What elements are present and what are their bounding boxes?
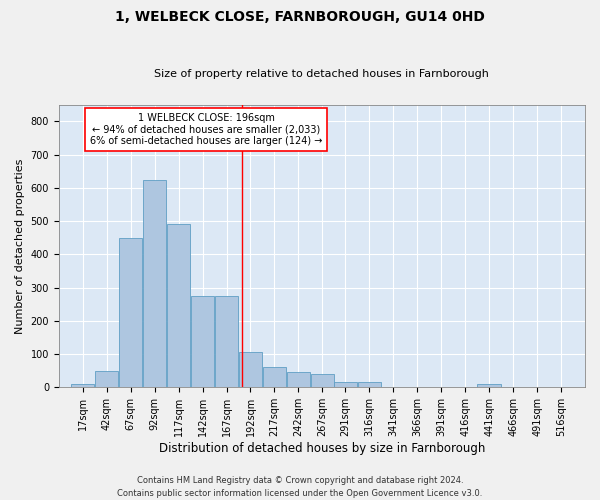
Text: Contains HM Land Registry data © Crown copyright and database right 2024.
Contai: Contains HM Land Registry data © Crown c… [118, 476, 482, 498]
Bar [263, 368, 286, 388]
Bar [478, 384, 501, 388]
Bar [311, 374, 334, 388]
Bar [167, 224, 190, 388]
Bar [119, 238, 142, 388]
Bar [334, 382, 357, 388]
Y-axis label: Number of detached properties: Number of detached properties [15, 158, 25, 334]
Bar [287, 372, 310, 388]
Text: 1 WELBECK CLOSE: 196sqm
← 94% of detached houses are smaller (2,033)
6% of semi-: 1 WELBECK CLOSE: 196sqm ← 94% of detache… [90, 114, 322, 146]
Bar [239, 352, 262, 388]
Bar [191, 296, 214, 388]
Bar [95, 370, 118, 388]
Bar [143, 180, 166, 388]
Text: 1, WELBECK CLOSE, FARNBOROUGH, GU14 0HD: 1, WELBECK CLOSE, FARNBOROUGH, GU14 0HD [115, 10, 485, 24]
Bar [358, 382, 381, 388]
Bar [71, 384, 94, 388]
X-axis label: Distribution of detached houses by size in Farnborough: Distribution of detached houses by size … [159, 442, 485, 455]
Bar [215, 296, 238, 388]
Title: Size of property relative to detached houses in Farnborough: Size of property relative to detached ho… [154, 69, 490, 79]
